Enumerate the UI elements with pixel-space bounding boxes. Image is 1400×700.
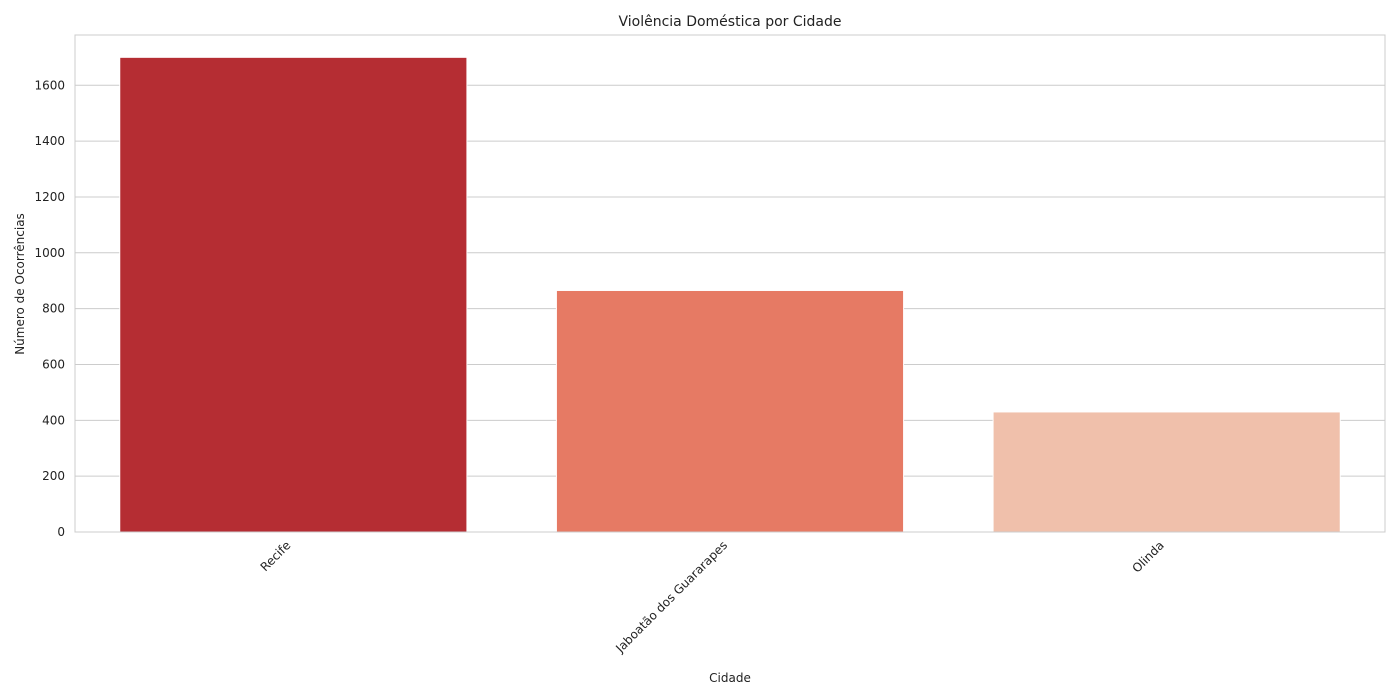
bar-layer	[119, 56, 1341, 533]
x-axis-label: Cidade	[709, 671, 751, 685]
y-tick-label: 1200	[34, 190, 65, 204]
x-tick-labels: Recife Jaboatão dos Guararapes Olinda	[258, 538, 1167, 656]
y-tick-label: 400	[42, 413, 65, 427]
y-axis-label: Número de Ocorrências	[13, 213, 27, 355]
x-tick-label: Jaboatão dos Guararapes	[612, 538, 730, 656]
bar-recife	[119, 56, 468, 533]
y-tick-label: 800	[42, 302, 65, 316]
plot-frame	[74, 34, 1386, 533]
y-tick-label: 1400	[34, 134, 65, 148]
bar-olinda	[992, 411, 1341, 533]
chart-title: Violência Doméstica por Cidade	[618, 14, 841, 30]
y-tick-label: 1600	[34, 78, 65, 92]
y-tick-label: 0	[57, 525, 65, 539]
x-tick-label: Recife	[258, 538, 294, 574]
y-tick-label: 1000	[34, 246, 65, 260]
y-tick-label: 200	[42, 469, 65, 483]
x-tick-label: Olinda	[1130, 538, 1167, 575]
bar-jaboat-o-dos-guararapes	[555, 289, 905, 533]
y-tick-label: 600	[42, 357, 65, 371]
y-tick-labels: 0 200 400 600 800 1000 1200 1400 1600	[34, 78, 65, 539]
